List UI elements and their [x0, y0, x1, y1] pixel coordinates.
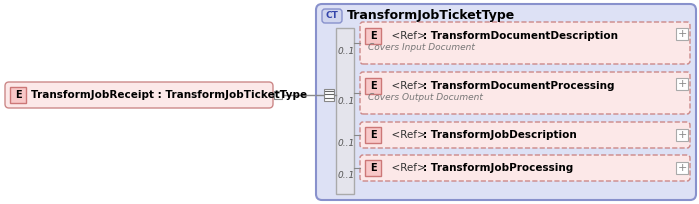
- Text: <Ref>: <Ref>: [385, 163, 426, 173]
- Bar: [365, 160, 381, 176]
- Bar: [676, 28, 688, 40]
- Text: +: +: [677, 130, 686, 140]
- FancyBboxPatch shape: [322, 9, 342, 23]
- Bar: [676, 78, 688, 90]
- FancyBboxPatch shape: [360, 155, 690, 181]
- FancyBboxPatch shape: [5, 82, 273, 108]
- Text: : TransformJobProcessing: : TransformJobProcessing: [423, 163, 573, 173]
- Text: +: +: [677, 79, 686, 89]
- Bar: [676, 129, 688, 141]
- Bar: [365, 78, 381, 94]
- Bar: [365, 28, 381, 44]
- FancyBboxPatch shape: [360, 122, 690, 148]
- Text: Covers Input Document: Covers Input Document: [368, 43, 475, 52]
- FancyBboxPatch shape: [316, 4, 696, 200]
- Text: CT: CT: [326, 11, 338, 20]
- Bar: [676, 162, 688, 174]
- Text: 0..1: 0..1: [338, 96, 354, 105]
- Text: <Ref>: <Ref>: [385, 130, 426, 140]
- Text: E: E: [370, 163, 376, 173]
- Text: +: +: [677, 29, 686, 39]
- Text: 0..1: 0..1: [338, 139, 354, 147]
- Text: 0..1: 0..1: [338, 47, 354, 55]
- Text: Covers Output Document: Covers Output Document: [368, 93, 483, 102]
- Text: TransformJobTicketType: TransformJobTicketType: [347, 10, 515, 22]
- Text: : TransformDocumentProcessing: : TransformDocumentProcessing: [423, 81, 614, 91]
- Text: E: E: [370, 81, 376, 91]
- Bar: [324, 89, 334, 101]
- Text: : TransformDocumentDescription: : TransformDocumentDescription: [423, 31, 618, 41]
- Text: E: E: [370, 31, 376, 41]
- Bar: [274, 91, 282, 99]
- FancyBboxPatch shape: [360, 72, 690, 114]
- Text: <Ref>: <Ref>: [385, 81, 426, 91]
- Text: 0..1: 0..1: [338, 172, 354, 181]
- Text: : TransformJobDescription: : TransformJobDescription: [423, 130, 577, 140]
- Text: <Ref>: <Ref>: [385, 31, 426, 41]
- Bar: [336, 28, 354, 194]
- Text: TransformJobReceipt : TransformJobTicketType: TransformJobReceipt : TransformJobTicket…: [31, 90, 307, 100]
- Text: E: E: [370, 130, 376, 140]
- Text: E: E: [15, 90, 21, 100]
- Bar: [365, 127, 381, 143]
- Text: +: +: [677, 163, 686, 173]
- FancyBboxPatch shape: [360, 22, 690, 64]
- Bar: [10, 87, 26, 103]
